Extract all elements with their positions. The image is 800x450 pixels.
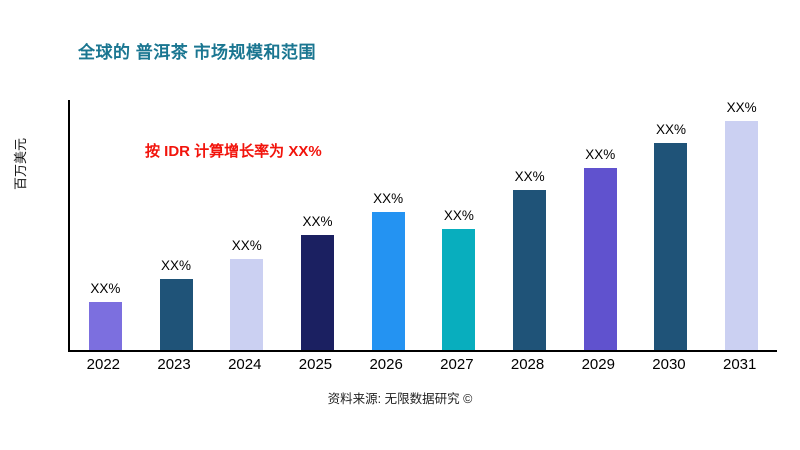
x-tick-2031: 2031 [722, 356, 757, 373]
bar-2027 [442, 229, 476, 350]
bar-2022 [88, 302, 122, 350]
x-tick-2028: 2028 [510, 356, 545, 373]
bar-value-label: XX% [655, 122, 686, 137]
bar-value-label: XX% [302, 214, 333, 229]
bar-column-2031: XX% [706, 100, 777, 350]
bar-2026 [371, 212, 405, 350]
growth-rate-annotation: 按 IDR 计算增长率为 XX% [145, 143, 322, 160]
bar-2028 [513, 190, 547, 350]
y-axis-label: 百万美元 [13, 137, 28, 190]
bar-value-label: XX% [443, 208, 474, 223]
bar-2023 [159, 279, 193, 350]
x-axis-tick-labels: 2022 2023 2024 2025 2026 2027 2028 2029 2030 2031 [68, 356, 775, 373]
bar-column-2028: XX% [494, 100, 565, 350]
x-tick-2025: 2025 [298, 356, 333, 373]
bar-value-label: XX% [90, 281, 121, 296]
x-tick-2026: 2026 [369, 356, 403, 373]
plot-area: XX% XX% XX% XX% XX% XX% XX% XX% XX% XX% [68, 100, 777, 352]
x-tick-2024: 2024 [228, 356, 262, 373]
x-tick-2027: 2027 [440, 356, 474, 373]
x-tick-2022: 2022 [86, 356, 121, 373]
bar-column-2027: XX% [424, 100, 495, 350]
x-tick-2030: 2030 [652, 356, 686, 373]
bar-column-2026: XX% [353, 100, 424, 350]
bar-value-label: XX% [585, 147, 616, 162]
bar-column-2030: XX% [636, 100, 707, 350]
bar-2030 [654, 143, 688, 350]
bar-2024 [230, 259, 264, 350]
bars: XX% XX% XX% XX% XX% XX% XX% XX% XX% XX% [70, 100, 777, 350]
bar-column-2023: XX% [141, 100, 212, 350]
bar-value-label: XX% [231, 238, 262, 253]
source-note: 资料来源: 无限数据研究 © [327, 392, 473, 406]
x-tick-2029: 2029 [581, 356, 615, 373]
bar-value-label: XX% [726, 100, 757, 115]
bar-value-label: XX% [514, 169, 545, 184]
x-tick-2023: 2023 [157, 356, 191, 373]
bar-value-label: XX% [161, 258, 192, 273]
bar-column-2025: XX% [282, 100, 353, 350]
bar-column-2029: XX% [565, 100, 636, 350]
bar-column-2024: XX% [211, 100, 282, 350]
bar-column-2022: XX% [70, 100, 141, 350]
bar-2029 [583, 168, 617, 350]
bar-value-label: XX% [373, 191, 404, 206]
chart-title: 全球的 普洱茶 市场规模和范围 [78, 43, 316, 62]
bar-2025 [300, 235, 334, 350]
bar-2031 [725, 121, 759, 350]
